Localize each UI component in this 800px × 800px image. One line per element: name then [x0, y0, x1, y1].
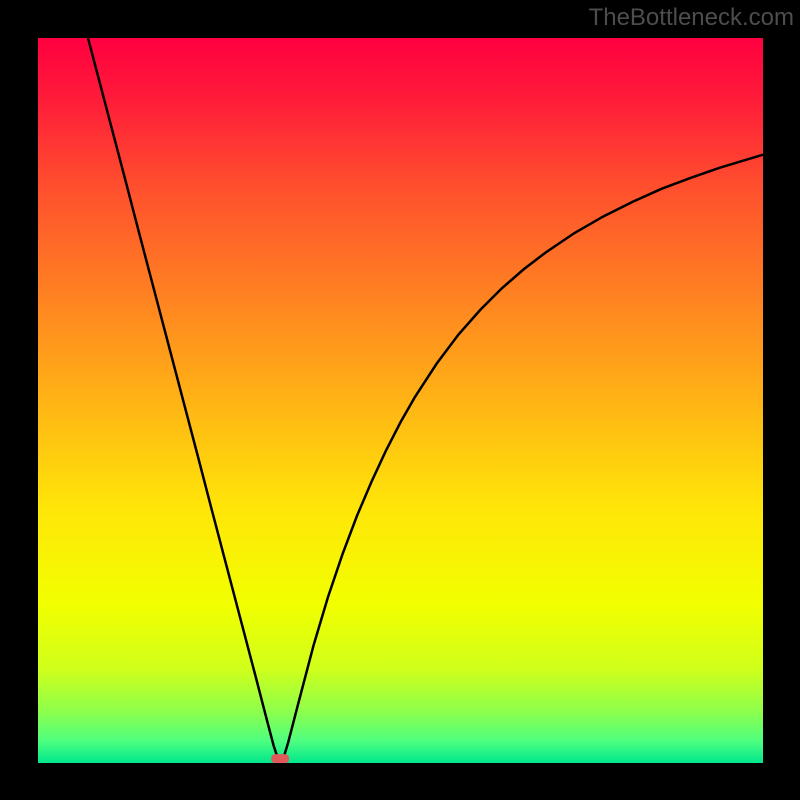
- plot-area: [38, 38, 763, 763]
- bottleneck-curve: [38, 38, 763, 763]
- watermark-text: TheBottleneck.com: [589, 4, 794, 32]
